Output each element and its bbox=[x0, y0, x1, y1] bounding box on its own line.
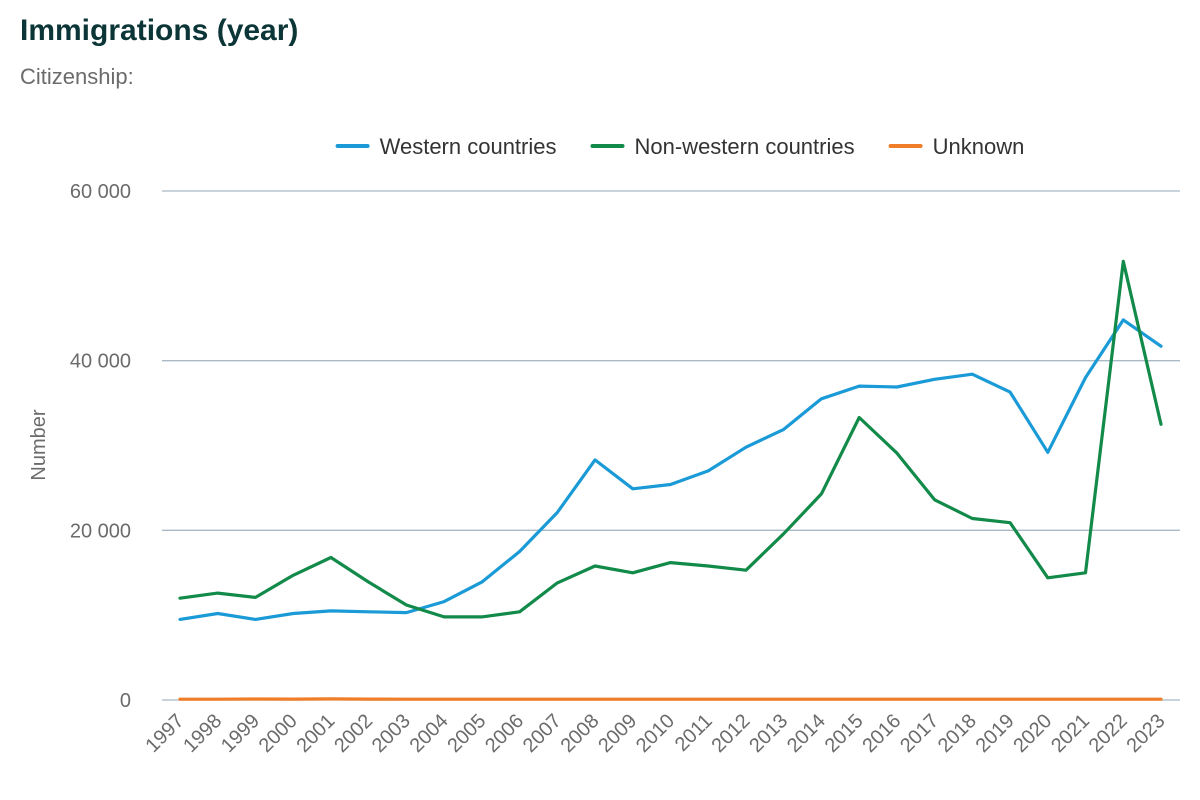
legend-label: Western countries bbox=[380, 134, 557, 159]
chart-legend[interactable]: Western countries Non-western countries Un… bbox=[335, 134, 1025, 159]
x-tick-label: 2023 bbox=[1123, 710, 1170, 757]
legend-label: Unknown bbox=[933, 134, 1025, 159]
legend-item-0[interactable]: Western countries bbox=[335, 134, 557, 159]
y-tick-label: 60 000 bbox=[70, 181, 131, 203]
x-tick-label: 2013 bbox=[745, 710, 792, 757]
gridlines bbox=[162, 190, 1180, 701]
y-tick-label: 40 000 bbox=[70, 351, 131, 373]
series-lines bbox=[178, 259, 1163, 701]
x-tick-label: 2001 bbox=[292, 710, 339, 757]
y-tick-label: 0 bbox=[120, 690, 131, 712]
x-tick-label: 2009 bbox=[594, 710, 641, 757]
x-tick-label: 2022 bbox=[1085, 710, 1132, 757]
x-tick-label: 2002 bbox=[330, 710, 377, 757]
x-tick-label: 1999 bbox=[217, 710, 264, 757]
series-line-1 bbox=[178, 259, 1163, 619]
x-tick-label: 2015 bbox=[821, 710, 868, 757]
legend-label: Non-western countries bbox=[635, 134, 855, 159]
y-axis: 0 20 000 40 000 60 000 bbox=[70, 181, 131, 712]
x-tick-label: 2021 bbox=[1047, 710, 1094, 757]
series-line-0 bbox=[178, 318, 1163, 622]
x-tick-label: 2014 bbox=[783, 710, 830, 757]
x-tick-label: 2004 bbox=[406, 710, 453, 757]
x-tick-label: 2016 bbox=[858, 710, 905, 757]
chart-title: Immigrations (year) bbox=[20, 14, 299, 47]
legend-item-1[interactable]: Non-western countries bbox=[590, 134, 855, 159]
y-tick-label: 20 000 bbox=[70, 520, 131, 542]
x-tick-label: 2011 bbox=[671, 710, 717, 756]
x-tick-label: 1998 bbox=[179, 710, 226, 757]
x-tick-label: 2005 bbox=[443, 710, 490, 757]
legend-item-2[interactable]: Unknown bbox=[888, 134, 1025, 159]
x-tick-label: 2006 bbox=[481, 710, 528, 757]
x-tick-label: 2007 bbox=[519, 710, 566, 757]
x-tick-label: 2012 bbox=[707, 710, 754, 757]
chart-subtitle: Citizenship: bbox=[20, 64, 134, 89]
x-tick-label: 2010 bbox=[632, 710, 679, 757]
x-tick-label: 2019 bbox=[972, 710, 1019, 757]
y-axis-label: Number bbox=[28, 409, 50, 480]
x-tick-label: 2008 bbox=[557, 710, 604, 757]
x-tick-label: 2003 bbox=[368, 710, 415, 757]
x-tick-label: 2017 bbox=[896, 710, 943, 757]
x-tick-label: 2000 bbox=[255, 710, 302, 757]
x-tick-label: 2020 bbox=[1009, 710, 1056, 757]
x-axis: 1997199819992000200120022003200420052006… bbox=[142, 710, 1170, 757]
x-tick-label: 1997 bbox=[142, 710, 189, 757]
x-tick-label: 2018 bbox=[934, 710, 981, 757]
